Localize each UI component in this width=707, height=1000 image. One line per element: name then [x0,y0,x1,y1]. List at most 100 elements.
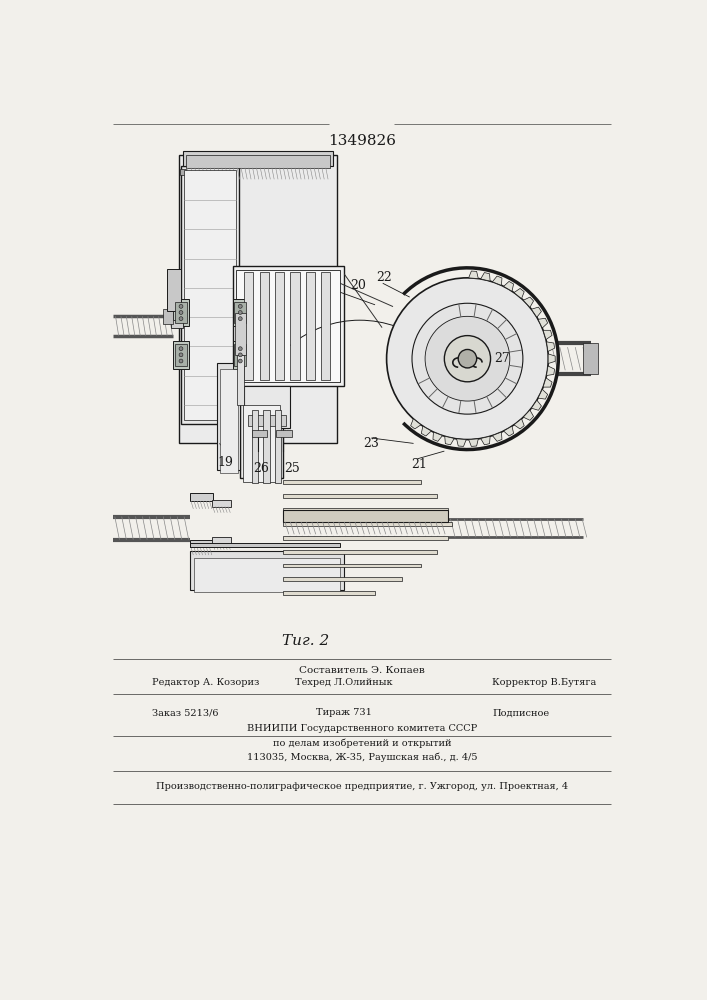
Circle shape [179,347,183,351]
Bar [244,386,291,428]
Bar [259,272,269,380]
Bar [283,510,448,522]
Text: Подписное: Подписное [493,708,550,717]
Bar [243,405,281,482]
Bar [235,312,246,355]
Text: 25: 25 [284,462,300,475]
Bar [244,272,253,380]
Bar [248,415,286,426]
Bar [182,151,333,166]
Polygon shape [548,354,555,364]
Bar [175,302,187,323]
Circle shape [458,349,477,368]
Bar [283,550,437,554]
Text: по делам изобретений и открытий: по делам изобретений и открытий [273,739,451,748]
Polygon shape [547,366,554,376]
Bar [283,577,402,581]
Polygon shape [543,378,552,387]
Text: Составитель Э. Копаев: Составитель Э. Копаев [299,666,425,675]
Bar [252,410,258,483]
Bar [233,266,344,386]
Bar [167,269,181,311]
Text: Корректор В.Бутяга: Корректор В.Бутяга [492,678,597,687]
Bar [181,166,239,424]
Bar [238,355,244,405]
Polygon shape [481,436,490,445]
Bar [283,494,437,498]
Polygon shape [543,330,552,340]
Bar [275,410,281,483]
Bar [212,537,231,544]
Bar [583,343,598,374]
Polygon shape [411,419,421,429]
Text: 22: 22 [376,271,392,284]
Bar [276,430,292,437]
Bar [173,341,189,369]
Text: ВНИИПИ Государственного комитета СССР: ВНИИПИ Государственного комитета СССР [247,724,477,733]
Bar [283,536,448,540]
Circle shape [425,316,510,401]
Bar [240,393,283,478]
Bar [179,155,337,443]
Polygon shape [523,297,534,307]
Polygon shape [538,318,548,328]
Bar [233,299,248,326]
Bar [219,369,238,473]
Text: 19: 19 [217,456,233,469]
Circle shape [238,304,243,308]
Bar [194,558,340,592]
Polygon shape [445,436,454,445]
Bar [233,341,248,369]
Bar [321,272,330,380]
Bar [283,591,375,595]
Bar [163,309,173,324]
Polygon shape [503,281,513,291]
Text: 27: 27 [494,352,510,365]
Circle shape [444,336,491,382]
Text: Производственно-полиграфическое предприятие, г. Ужгород, ул. Проектная, 4: Производственно-полиграфическое предприя… [156,782,568,791]
Bar [190,551,344,590]
Polygon shape [481,273,490,281]
Polygon shape [492,432,502,441]
Bar [264,410,269,483]
Circle shape [238,311,243,314]
Bar [190,493,214,501]
Polygon shape [492,276,502,285]
Polygon shape [469,439,479,446]
Text: 21: 21 [411,458,427,471]
Bar [283,522,452,526]
Bar [173,299,189,326]
Polygon shape [421,426,431,436]
Bar [180,169,187,175]
Bar [175,344,187,366]
Bar [190,540,214,547]
Bar [234,302,247,323]
Polygon shape [538,389,548,399]
Polygon shape [469,271,479,279]
Circle shape [387,278,549,440]
Polygon shape [514,419,524,429]
Bar [217,363,240,470]
Circle shape [238,317,243,321]
Polygon shape [532,400,542,410]
Bar [171,320,182,328]
Polygon shape [457,439,466,446]
Polygon shape [503,426,513,436]
Bar [275,272,284,380]
Text: Заказ 5213/6: Заказ 5213/6 [152,708,218,717]
Text: 23: 23 [363,437,379,450]
Polygon shape [433,432,443,441]
Circle shape [179,311,183,314]
Circle shape [179,353,183,357]
Text: Редактор А. Козориз: Редактор А. Козориз [152,678,259,687]
Bar [283,480,421,484]
Text: Тираж 731: Тираж 731 [316,708,372,717]
Circle shape [179,317,183,321]
Bar [283,564,421,567]
Circle shape [179,359,183,363]
Circle shape [179,304,183,308]
Circle shape [238,359,243,363]
Text: Τиг. 2: Τиг. 2 [282,634,329,648]
Bar [252,430,267,437]
Text: 1349826: 1349826 [328,134,396,148]
